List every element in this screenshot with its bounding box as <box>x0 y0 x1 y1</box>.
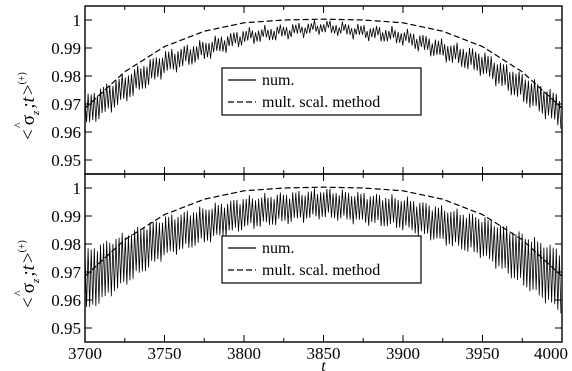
y-tick-label: 0.99 <box>51 207 81 226</box>
y-tick-label: 0.96 <box>51 123 81 142</box>
series-mult-scal-line <box>85 18 562 109</box>
x-axis-label: t <box>321 358 326 371</box>
y-tick-label: 1 <box>73 11 82 30</box>
x-tick-label: 3800 <box>227 344 261 363</box>
series-mult-scal-line <box>85 186 562 277</box>
y-tick-label: 0.98 <box>51 67 81 86</box>
y-tick-label: 0.95 <box>51 151 81 170</box>
sigma-hat: ^ <box>11 290 25 296</box>
x-tick-label: 3750 <box>148 344 182 363</box>
x-tick-label: 3950 <box>466 344 500 363</box>
y-axis-label: <σz;t>(+)^ <box>11 240 42 308</box>
y-tick-label: 0.96 <box>51 291 81 310</box>
y-tick-label: 1 <box>73 179 82 198</box>
legend-label-mult-scal: mult. scal. method <box>262 262 380 279</box>
legend-box <box>221 235 422 284</box>
svg-text:<σz;t>(+): <σz;t>(+) <box>17 240 42 308</box>
panel-top: 0.95 0.96 0.97 0.98 0.99 1 <σz;t>(+)^ num. mult.… <box>11 5 563 175</box>
x-tick-label: 3850 <box>307 344 341 363</box>
legend-label-mult-scal: mult. scal. method <box>262 94 380 111</box>
legend-box <box>221 67 422 116</box>
svg-text:<σz;t>(+): <σz;t>(+) <box>17 72 42 140</box>
legend: num. mult. scal. method <box>221 235 422 284</box>
legend-label-num: num. <box>262 72 294 89</box>
y-tick-label: 0.95 <box>51 319 81 338</box>
y-tick-label: 0.97 <box>51 95 81 114</box>
y-tick-label: 0.99 <box>51 39 81 58</box>
x-tick-label: 3700 <box>68 344 102 363</box>
panel-bottom: 0.95 0.96 0.97 0.98 0.99 1 3700 3750 3800 3850 390… <box>11 173 568 371</box>
x-tick-label: 3900 <box>386 344 420 363</box>
y-axis-label: <σz;t>(+)^ <box>11 72 42 140</box>
sigma-hat: ^ <box>11 122 25 128</box>
series-num-line <box>85 188 562 314</box>
y-tick-label: 0.97 <box>51 263 81 282</box>
legend-label-num: num. <box>262 240 294 257</box>
series-num-line <box>85 20 562 129</box>
y-tick-label: 0.98 <box>51 235 81 254</box>
x-tick-label: 4000 <box>534 344 568 363</box>
legend: num. mult. scal. method <box>221 67 422 116</box>
